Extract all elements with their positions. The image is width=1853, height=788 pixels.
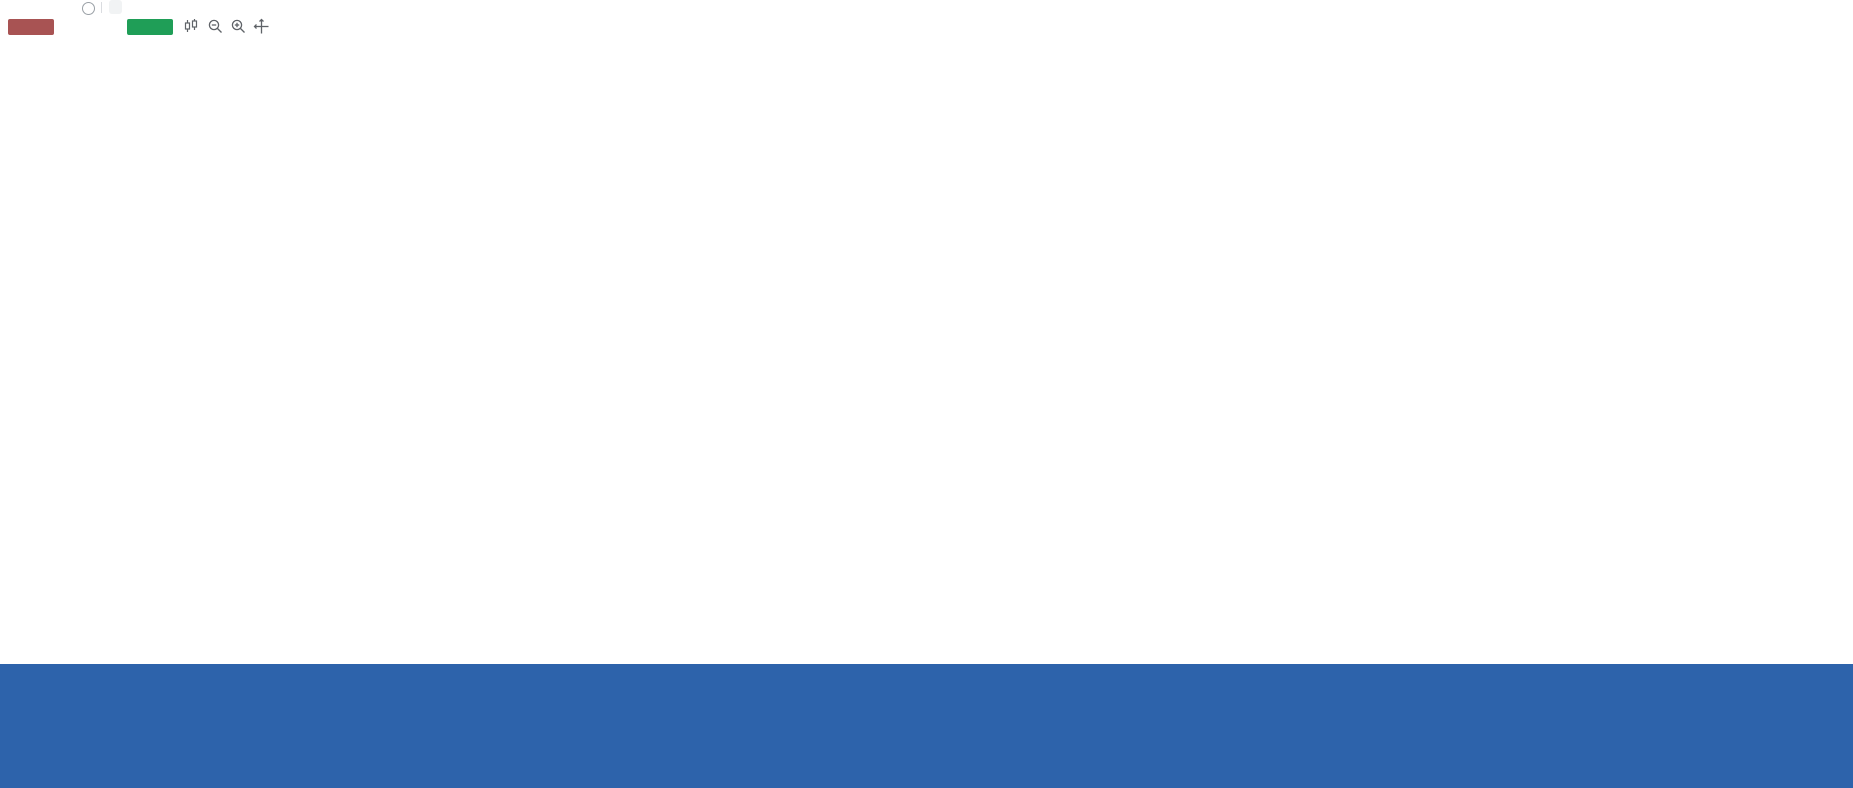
sma200-legend-row (6, 456, 24, 469)
sma20-legend-row (6, 482, 24, 495)
footer-bar (0, 664, 1853, 788)
volume-increase-button[interactable] (112, 19, 125, 35)
sell-price-button[interactable] (8, 19, 54, 35)
volume-input[interactable] (71, 19, 111, 35)
chart-type-icon[interactable] (183, 18, 200, 35)
timeframe-selector[interactable] (109, 0, 122, 14)
buy-price-button[interactable] (127, 19, 173, 35)
rsi-legend-row (6, 619, 24, 632)
rsi-legend (6, 619, 24, 632)
candle-countdown (1518, 476, 1522, 491)
sma7-legend-row (6, 469, 24, 482)
market-selector[interactable] (58, 4, 60, 14)
toolbar-divider (101, 2, 102, 13)
info-icon[interactable] (82, 2, 95, 15)
zoom-out-icon[interactable] (207, 18, 224, 35)
volume-decrease-button[interactable] (57, 19, 70, 35)
toolbar-strip (0, 0, 1853, 15)
crosshair-icon[interactable] (253, 18, 270, 35)
indicator-legend (6, 456, 24, 495)
zoom-in-icon[interactable] (230, 18, 247, 35)
